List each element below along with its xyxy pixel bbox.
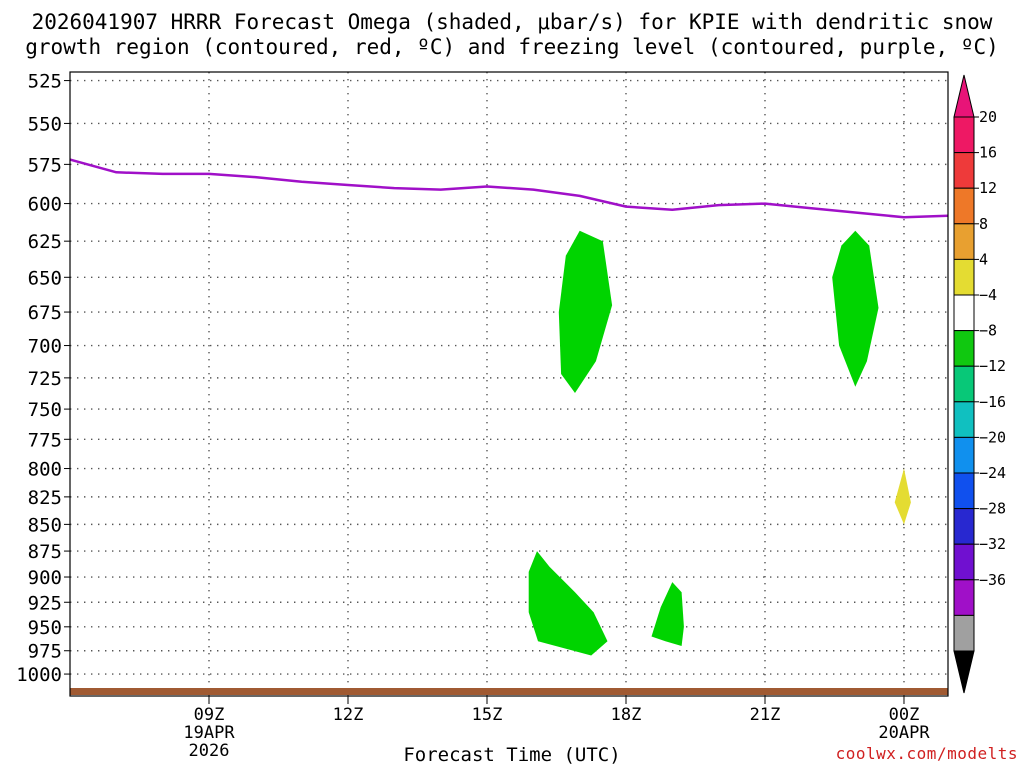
freezing-level-layer <box>69 158 949 219</box>
omega-region-3 <box>528 551 608 656</box>
colorbar-label-11: −24 <box>979 464 1006 482</box>
colorbar-label-12: −28 <box>979 500 1006 518</box>
y-tick-label-800: 800 <box>28 459 62 481</box>
colorbar-box-7 <box>953 330 975 367</box>
y-tick-label-675: 675 <box>28 302 62 324</box>
colorbar-box-10 <box>953 436 975 474</box>
ground-strip <box>70 688 948 695</box>
colorbar-label-1: 20 <box>979 108 997 126</box>
colorbar-label-13: −32 <box>979 535 1006 553</box>
x-tick-label-21Z: 21Z <box>750 705 781 725</box>
colorbar-label-4: 8 <box>979 215 988 233</box>
colorbar-box-14 <box>953 579 975 616</box>
ground-layer <box>70 688 948 695</box>
colorbar-label-6: −4 <box>979 286 997 304</box>
x-tick-label-18Z: 18Z <box>611 705 642 725</box>
x-tick-label-00Z: 00Z <box>889 705 920 725</box>
y-tick-label-750: 750 <box>28 399 62 421</box>
colorbar: 20 16 12 8 4 −4 −8 −12 −16 −20 −24 −28 −32 −36 <box>953 74 1006 694</box>
y-tick-label-875: 875 <box>28 541 62 563</box>
colorbar-box-1 <box>953 116 975 154</box>
colorbar-box-13 <box>953 543 975 581</box>
colorbar-label-8: −12 <box>979 357 1006 375</box>
x-tick-date-09Z: 19APR <box>183 723 235 743</box>
colorbar-box-12 <box>953 508 975 545</box>
plot-frame <box>69 71 949 697</box>
colorbar-box-5 <box>953 258 975 296</box>
colorbar-label-14: −36 <box>979 571 1006 589</box>
colorbar-label-5: 4 <box>979 250 988 268</box>
colorbar-label-7: −8 <box>979 322 997 340</box>
omega-region-1 <box>558 230 613 393</box>
y-tick-label-625: 625 <box>28 231 62 253</box>
colorbar-box-4 <box>953 223 975 260</box>
y-tick-label-975: 975 <box>28 641 62 663</box>
colorbar-label-10: −20 <box>979 428 1006 446</box>
x-tick-label-09Z: 09Z <box>194 705 225 725</box>
x-axis-label: Forecast Time (UTC) <box>403 744 621 766</box>
colorbar-box-11 <box>953 472 975 510</box>
chart-title-line-2: growth region (contoured, red, ºC) and f… <box>25 35 999 59</box>
colorbar-bottom-arrow <box>953 650 975 694</box>
colorbar-label-3: 12 <box>979 179 997 197</box>
y-tick-label-650: 650 <box>28 267 62 289</box>
colorbar-box-6 <box>953 294 975 332</box>
y-tick-label-725: 725 <box>28 368 62 390</box>
x-tick-year-09Z: 2026 <box>189 741 230 761</box>
colorbar-box-8 <box>953 365 975 403</box>
y-tick-label-600: 600 <box>28 194 62 216</box>
y-tick-label-925: 925 <box>28 592 62 614</box>
colorbar-box-15 <box>953 614 975 652</box>
y-tick-label-1000: 1000 <box>16 664 62 686</box>
omega-region-5 <box>894 468 911 525</box>
y-tick-label-550: 550 <box>28 113 62 135</box>
credit-text: coolwx.com/modelts <box>835 744 1018 763</box>
x-tick-label-15Z: 15Z <box>472 705 503 725</box>
chart-title-line-1: 2026041907 HRRR Forecast Omega (shaded, … <box>31 10 993 34</box>
y-tick-label-900: 900 <box>28 567 62 589</box>
colorbar-label-9: −16 <box>979 393 1006 411</box>
colorbar-box-9 <box>953 401 975 438</box>
y-tick-label-575: 575 <box>28 154 62 176</box>
y-tick-label-525: 525 <box>28 71 62 93</box>
colorbar-label-2: 16 <box>979 144 997 162</box>
grid-layer <box>70 72 948 696</box>
colorbar-box-3 <box>953 187 975 225</box>
freezing-level-line <box>69 158 949 219</box>
y-tick-label-775: 775 <box>28 429 62 451</box>
omega-region-2 <box>832 230 879 387</box>
y-tick-label-825: 825 <box>28 487 62 509</box>
x-tick-date-00Z: 20APR <box>878 723 930 743</box>
y-tick-label-700: 700 <box>28 336 62 358</box>
omega-region-4 <box>651 582 684 646</box>
axis-layer: 525 550 575 600 625 650 675 700 725 750 775 800 825 8… <box>16 71 949 761</box>
omega-layer <box>528 230 911 656</box>
x-tick-label-12Z: 12Z <box>333 705 364 725</box>
y-tick-label-950: 950 <box>28 617 62 639</box>
y-tick-label-850: 850 <box>28 514 62 536</box>
colorbar-top-arrow <box>953 74 975 118</box>
colorbar-box-2 <box>953 152 975 189</box>
